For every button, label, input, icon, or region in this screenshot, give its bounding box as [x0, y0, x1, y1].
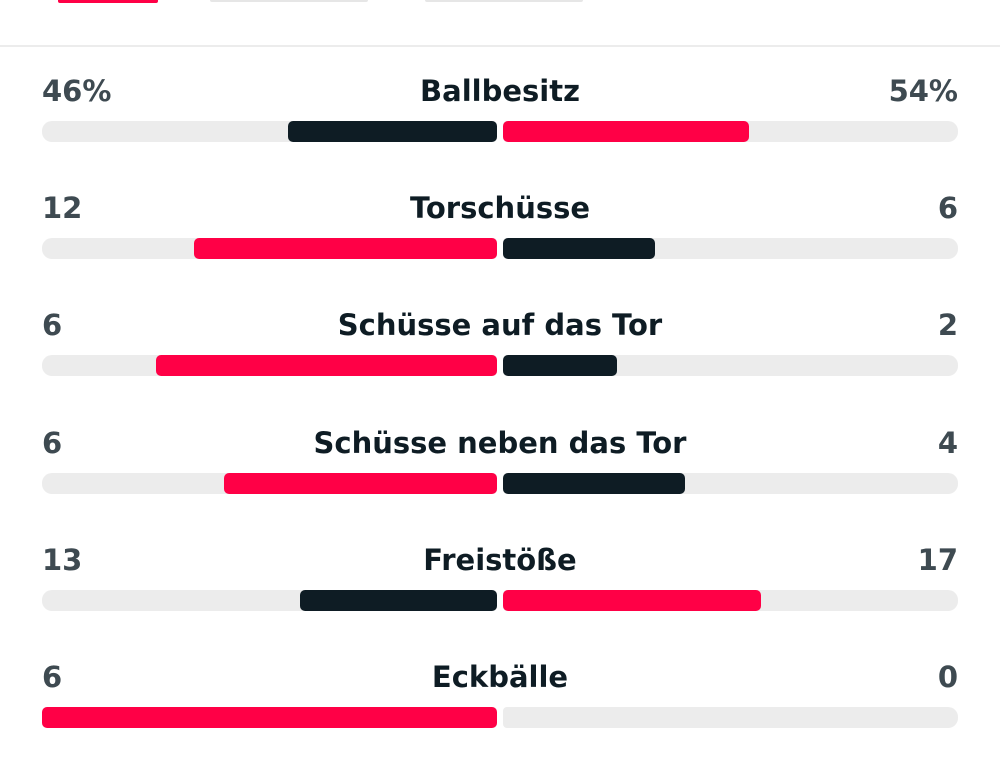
away-bar-track — [503, 355, 958, 377]
stat-row-freistoesse: 13 Freistöße 17 — [42, 537, 958, 654]
home-bar-fill — [287, 121, 497, 142]
home-bar-fill — [299, 589, 497, 611]
home-bar-track — [42, 706, 497, 728]
home-value: 6 — [42, 308, 63, 343]
tab-indicator-active[interactable] — [58, 0, 158, 3]
away-value: 4 — [937, 425, 958, 460]
away-bar-track — [503, 238, 958, 260]
away-bar-fill — [503, 472, 685, 494]
away-bar-track — [503, 121, 958, 142]
home-value: 6 — [42, 659, 63, 694]
away-value: 17 — [917, 542, 958, 577]
home-bar-fill — [193, 238, 497, 260]
stat-row-schuesse-neben-das-tor: 6 Schüsse neben das Tor 4 — [42, 420, 958, 537]
home-bar-track — [42, 121, 497, 142]
stat-label: Schüsse neben das Tor — [313, 425, 687, 460]
home-value: 46% — [42, 74, 112, 108]
away-bar-fill — [503, 355, 617, 377]
match-statistics: 46% Ballbesitz 54% 12 Torschüsse 6 6 Sch… — [42, 68, 958, 771]
stat-row-ballbesitz: 46% Ballbesitz 54% — [42, 68, 958, 185]
stat-row-torschuesse: 12 Torschüsse 6 — [42, 185, 958, 302]
away-value: 54% — [888, 74, 958, 108]
home-value: 6 — [42, 425, 63, 460]
stat-label: Freistöße — [423, 542, 577, 577]
home-value: 13 — [42, 542, 83, 577]
stat-label: Eckbälle — [431, 659, 569, 694]
home-bar-track — [42, 238, 497, 260]
stat-bars — [42, 238, 958, 260]
home-bar-fill — [224, 472, 497, 494]
home-value: 12 — [42, 191, 83, 226]
stat-bars — [42, 589, 958, 611]
tab-indicator-3[interactable] — [425, 0, 583, 2]
away-bar-fill — [503, 589, 761, 611]
tab-indicator-2[interactable] — [210, 0, 368, 2]
stat-bars — [42, 706, 958, 728]
away-bar-track — [503, 589, 958, 611]
home-bar-fill — [42, 706, 497, 728]
home-bar-track — [42, 589, 497, 611]
away-bar-fill — [503, 121, 749, 142]
away-value: 6 — [937, 191, 958, 226]
away-bar-track — [503, 472, 958, 494]
stat-bars — [42, 121, 958, 142]
home-bar-track — [42, 472, 497, 494]
away-bar-track — [503, 706, 958, 728]
away-value: 2 — [937, 308, 958, 343]
tab-bar — [0, 0, 1000, 47]
stat-label: Ballbesitz — [420, 74, 580, 108]
stat-label: Torschüsse — [409, 191, 591, 226]
away-bar-fill — [503, 238, 655, 260]
home-bar-track — [42, 355, 497, 377]
stat-bars — [42, 355, 958, 377]
home-bar-fill — [155, 355, 497, 377]
stat-row-schuesse-auf-das-tor: 6 Schüsse auf das Tor 2 — [42, 302, 958, 419]
stat-label: Schüsse auf das Tor — [337, 308, 663, 343]
stat-bars — [42, 472, 958, 494]
away-value: 0 — [937, 659, 958, 694]
stat-row-eckbaelle: 6 Eckbälle 0 — [42, 654, 958, 771]
